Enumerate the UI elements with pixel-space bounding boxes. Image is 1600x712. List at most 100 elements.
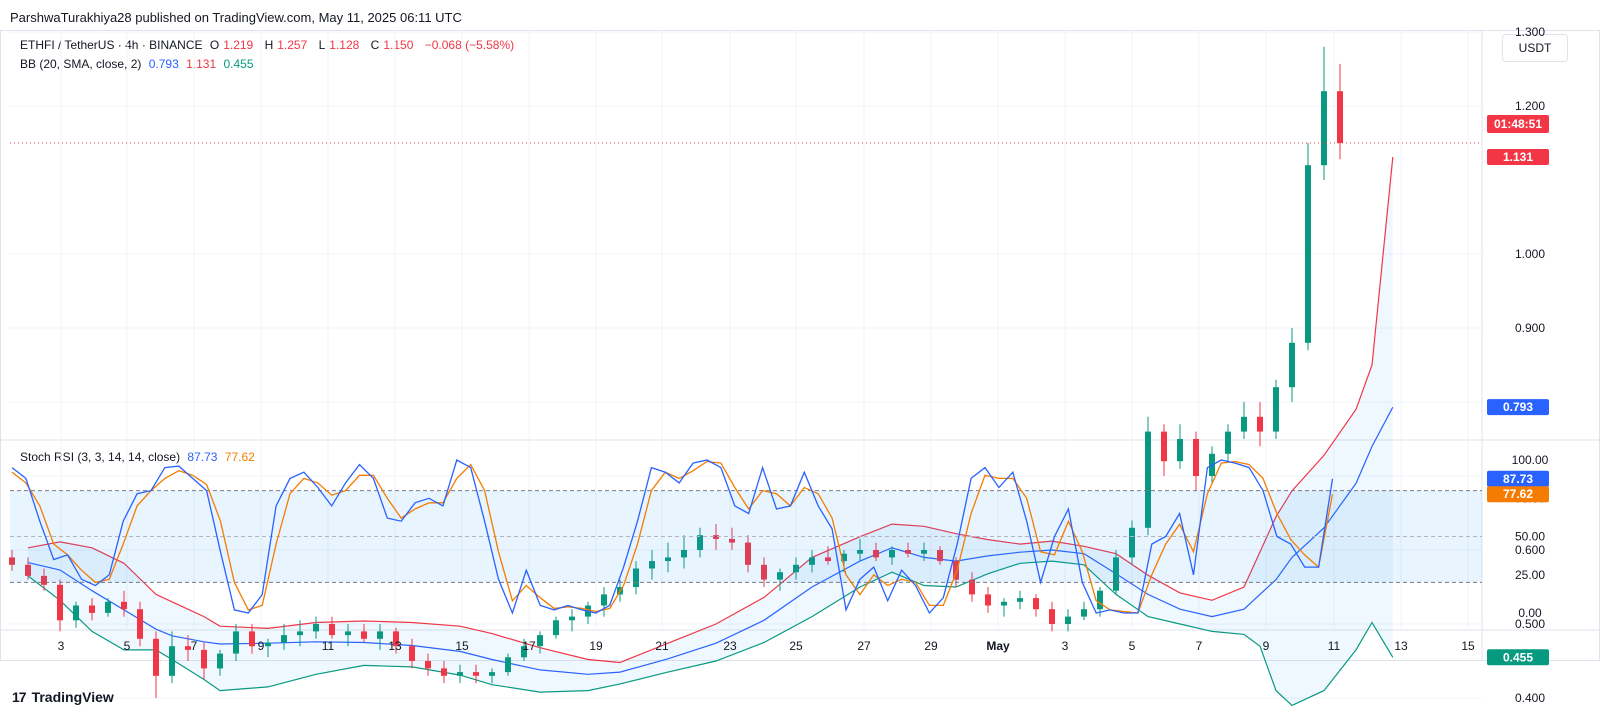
candle-body [1257,416,1263,432]
candle-body [361,631,367,639]
stoch-k-price-label: 87.73 [1487,470,1549,487]
candle-body [473,672,479,676]
candle [1273,379,1279,439]
stoch-d-price-label-text: 77.62 [1503,487,1533,501]
candle [1049,601,1055,632]
price-axis[interactable]: 1.3001.2001.0000.9000.7000.6000.5000.400… [1512,25,1549,705]
bb-label[interactable]: BB (20, SMA, close, 2) [20,57,142,71]
time-tick-label: 23 [723,639,737,653]
candle [441,661,447,684]
candle [681,535,687,569]
candle [985,587,991,613]
stoch-label[interactable]: Stoch RSI (3, 3, 14, 14, close) [20,450,181,464]
time-tick-label: 15 [455,639,469,653]
ohlc-change: −0.068 (−5.58%) [424,38,515,52]
candle-body [41,575,47,585]
candle [281,624,287,650]
candle-body [1273,387,1279,432]
candle [249,624,255,654]
time-tick-label: 27 [857,639,871,653]
price-tick-label: 1.300 [1515,25,1545,39]
candle [761,557,767,587]
bb-upper-price-label: 1.131 [1487,149,1549,166]
candle-body [569,616,575,621]
time-tick-label: 7 [1196,639,1203,653]
candle [473,664,479,684]
candle [857,538,863,562]
stoch-k-value: 87.73 [187,450,218,464]
candle-body [73,605,79,621]
candle-body [57,584,63,621]
candle [665,542,671,573]
candle-body [761,564,767,580]
stoch-k-price-label-text: 87.73 [1503,472,1533,486]
candle [905,542,911,558]
bollinger-lines [27,157,1394,707]
candle-body [121,601,127,610]
candle-body [249,631,255,647]
time-tick-label: 5 [1129,639,1136,653]
candle [1305,143,1311,351]
price-tick-label: 1.000 [1515,247,1545,261]
candle [169,631,175,684]
candle-body [889,550,895,558]
candle-body [1225,431,1231,454]
candle [873,542,879,562]
candle-body [345,631,351,636]
candle-body [873,550,879,558]
candle-body [217,653,223,669]
candle-body [793,564,799,573]
candle [201,642,207,680]
candle [57,579,63,632]
candle [217,649,223,676]
candle-body [1337,91,1343,143]
candle-body [1065,616,1071,624]
candle [1001,598,1007,617]
candle [521,638,527,661]
candle-body [1305,165,1311,343]
bb-basis-price-label-text: 0.793 [1503,400,1533,414]
candle-body [377,631,383,639]
candle-body [681,550,687,558]
time-tick-label: 21 [655,639,669,653]
bb-lower-price-label-text: 0.455 [1503,650,1533,664]
symbol-title[interactable]: ETHFI / TetherUS · 4h · BINANCE [20,38,203,52]
candle [1129,520,1135,565]
stoch-d-price-label-bg [1487,486,1549,503]
candle [1337,63,1343,160]
candle-body [521,646,527,658]
candle-body [777,572,783,580]
candle-body [697,535,703,550]
bb-upper-price-label-text: 1.131 [1503,150,1533,164]
time-tick-label: 11 [1328,639,1341,653]
time-axis[interactable]: 3 5 7 9 11 13 15 17 19 21 23 25 27 29 May 3 5 7 9 11 13 15 [58,639,1475,653]
currency-unit-button[interactable]: USDT [1502,34,1568,62]
candle-body [1193,439,1199,476]
candle-body [137,609,143,639]
candle-body [281,635,287,643]
stoch-k-line [11,459,1334,615]
time-tick-label: 3 [58,639,65,653]
candle [425,653,431,676]
candle-body [1161,431,1167,462]
candle-body [1097,590,1103,610]
candle [105,598,111,617]
candle [569,609,575,632]
candle [9,550,15,571]
candle-body [313,624,319,632]
candle-body [969,579,975,595]
countdown-label-bg [1487,115,1549,133]
candle [1065,609,1071,632]
countdown-label-text: 01:48:51 [1494,117,1542,131]
bollinger-band-fill [28,157,1393,706]
candle-body [809,557,815,565]
candle-body [201,649,207,669]
candle-body [601,594,607,606]
candle-body [489,672,495,676]
bb-basis-price-label-bg [1487,399,1549,416]
tradingview-logo[interactable]: 17 TradingView [12,688,114,706]
candle [1161,424,1167,476]
time-tick-label: May [986,639,1010,653]
candle [377,624,383,650]
